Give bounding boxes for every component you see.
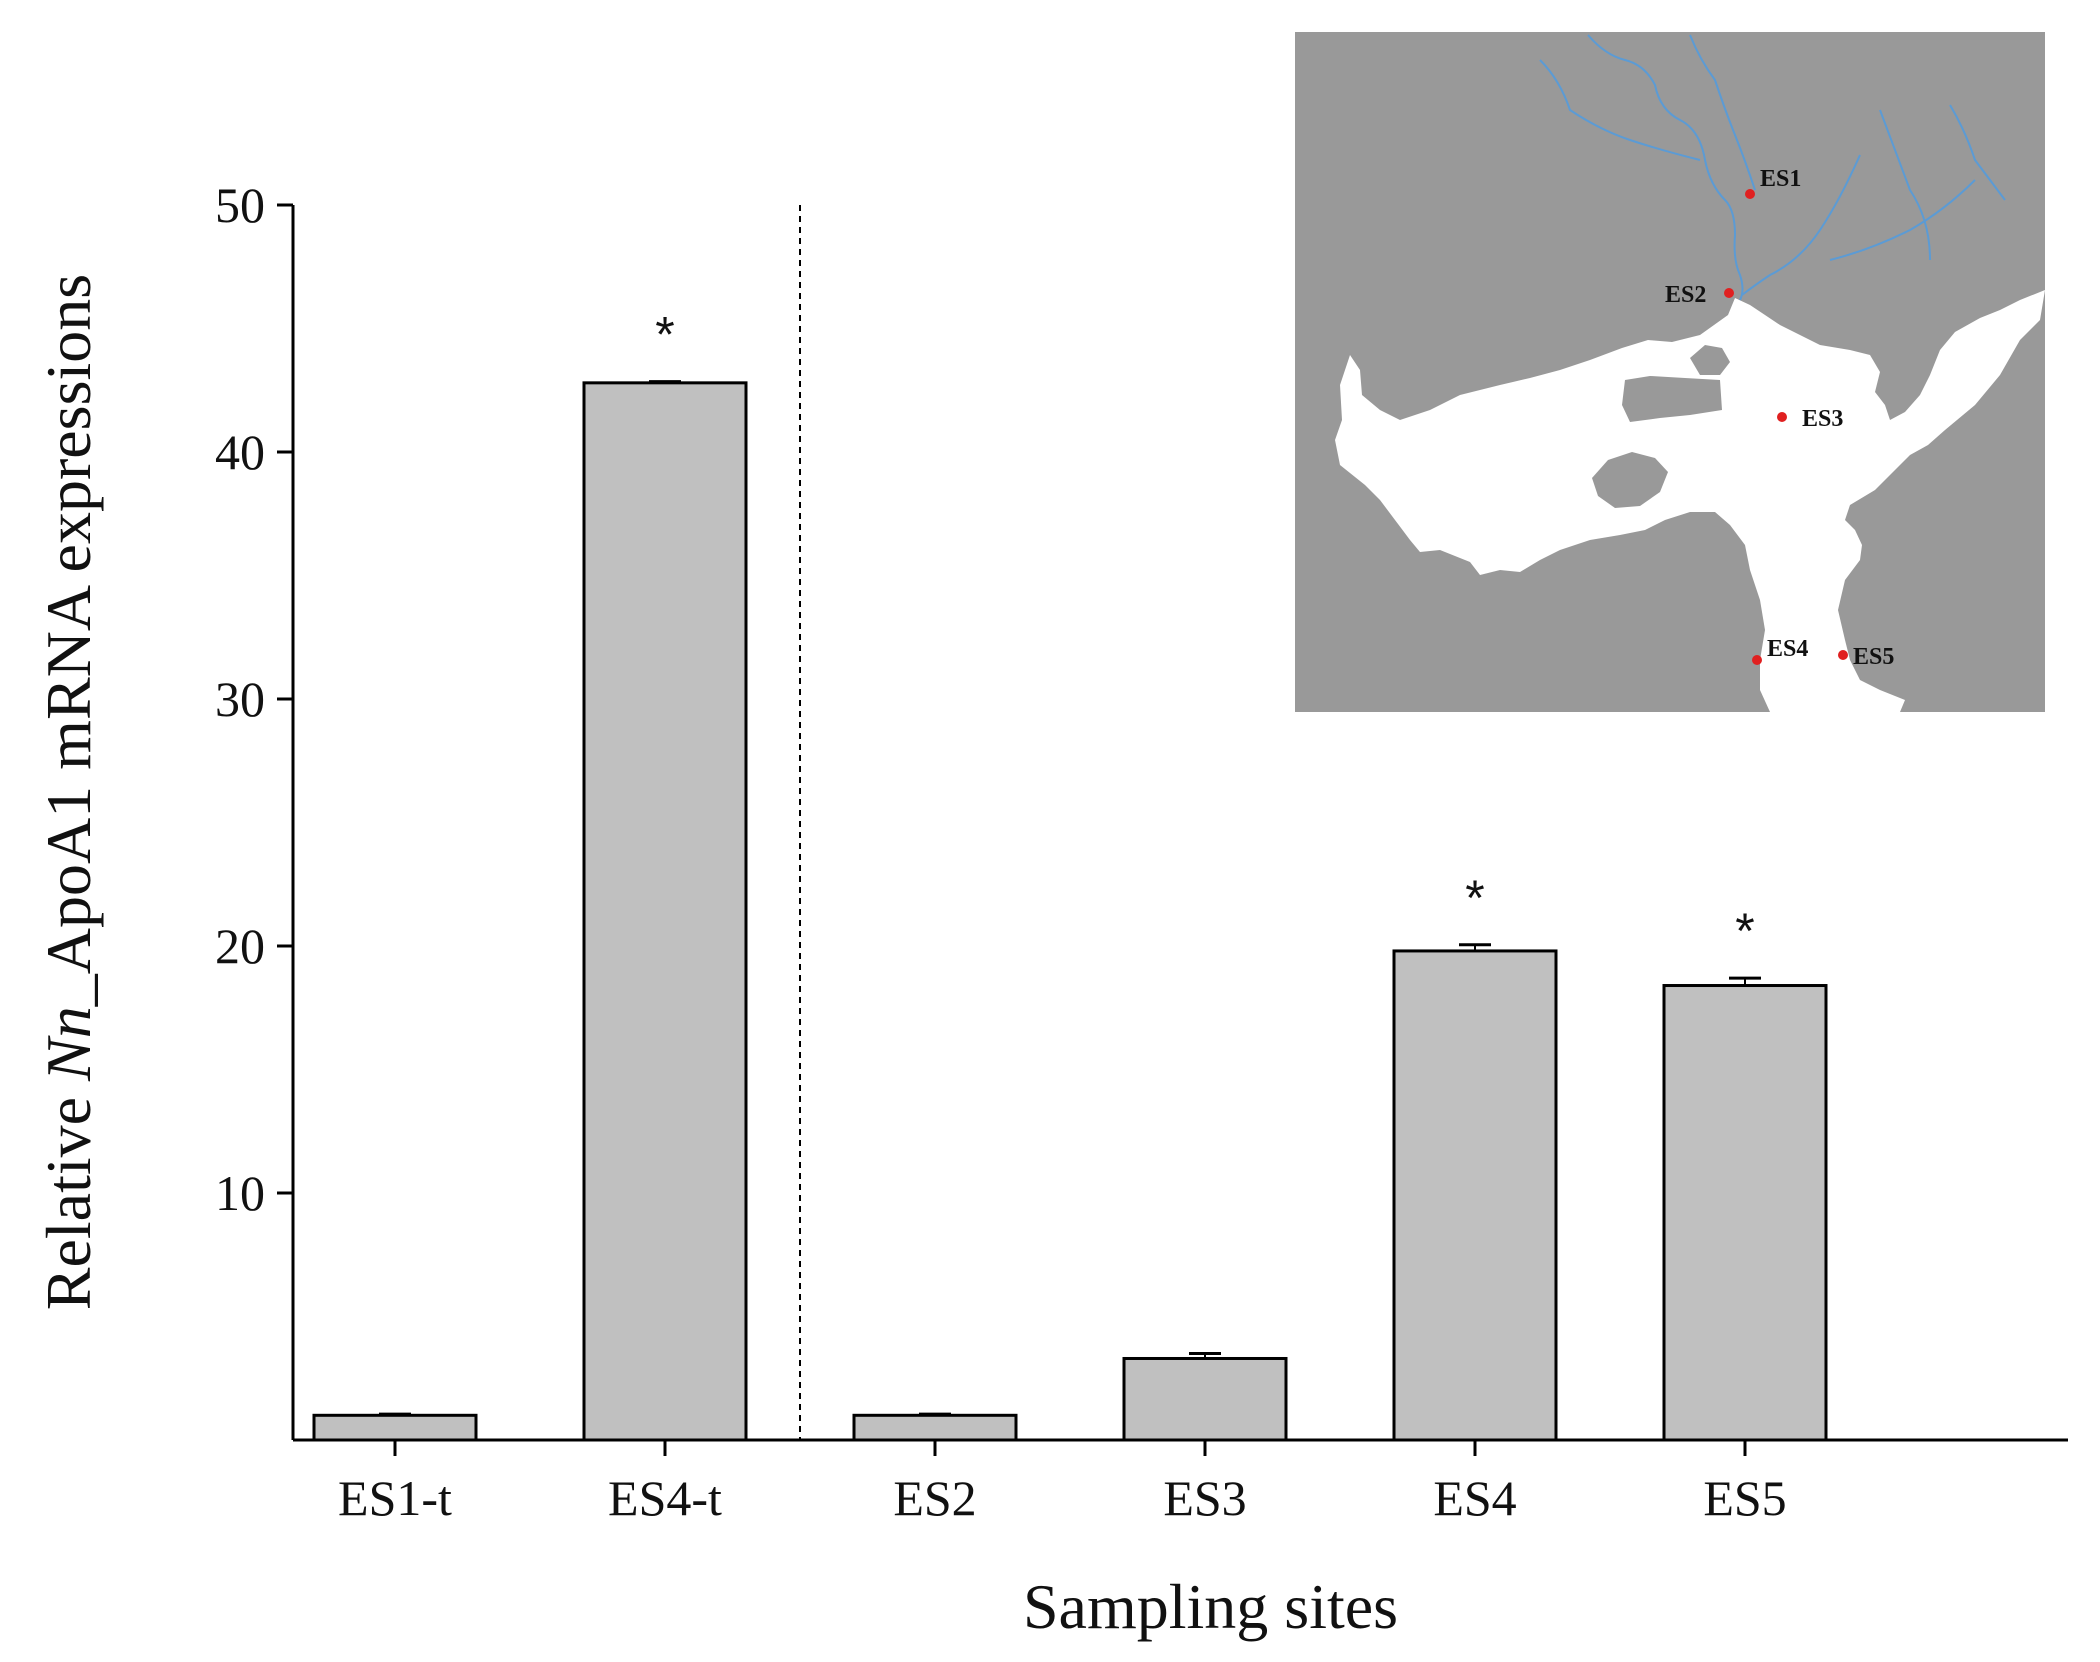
bars-group: * * * <box>312 307 1828 1442</box>
map-island <box>1622 376 1722 422</box>
significance-star: * <box>1465 870 1484 926</box>
map-sites: ES1 ES2 ES3 ES4 ES5 <box>1665 166 1894 670</box>
map-site-marker <box>1777 412 1787 422</box>
bar <box>312 1413 478 1442</box>
map-island <box>1690 345 1730 375</box>
y-tick-label: 20 <box>215 918 265 974</box>
map-site-marker <box>1724 288 1734 298</box>
y-tick-label: 50 <box>215 177 265 233</box>
bar <box>1392 949 1558 1442</box>
x-tick-label: ES4-t <box>608 1470 722 1526</box>
x-tick-label: ES3 <box>1163 1470 1246 1526</box>
x-axis-title: Sampling sites <box>1023 1571 1398 1642</box>
bar <box>582 381 748 1442</box>
x-tick-label: ES1-t <box>338 1470 452 1526</box>
x-axis: ES1-t ES4-t ES2 ES3 ES4 ES5 <box>293 1438 2068 1526</box>
map-rivers <box>1539 34 2006 301</box>
y-tick-label: 30 <box>215 671 265 727</box>
y-axis-title-italic: Nn <box>33 1006 104 1082</box>
y-axis-title-part: _ApoA1 mRNA expressions <box>33 274 104 1007</box>
y-axis-title: Relative Nn_ApoA1 mRNA expressions <box>33 274 104 1310</box>
map-site-label: ES5 <box>1853 644 1894 670</box>
y-tick-label: 40 <box>215 424 265 480</box>
inset-map: ES1 ES2 ES3 ES4 ES5 <box>1295 32 2045 712</box>
y-tick-label: 10 <box>215 1165 265 1221</box>
x-tick-label: ES4 <box>1433 1470 1516 1526</box>
map-site-label: ES3 <box>1802 406 1843 432</box>
map-site-marker <box>1838 650 1848 660</box>
bar <box>852 1413 1018 1442</box>
map-island <box>1592 452 1668 508</box>
x-tick-label: ES5 <box>1703 1470 1786 1526</box>
y-axis-title-part: Relative <box>33 1081 104 1310</box>
map-site-marker <box>1752 655 1762 665</box>
y-axis: 10 20 30 40 50 <box>215 177 295 1440</box>
map-site-label: ES2 <box>1665 282 1706 308</box>
map-site-label: ES4 <box>1767 636 1808 662</box>
significance-star: * <box>655 307 674 363</box>
map-site-label: ES1 <box>1760 166 1801 192</box>
significance-star: * <box>1735 903 1754 959</box>
map-water-estuary <box>1335 290 2045 712</box>
map-site-marker <box>1745 189 1755 199</box>
bar <box>1662 984 1828 1442</box>
x-tick-label: ES2 <box>893 1470 976 1526</box>
bar <box>1122 1356 1288 1442</box>
